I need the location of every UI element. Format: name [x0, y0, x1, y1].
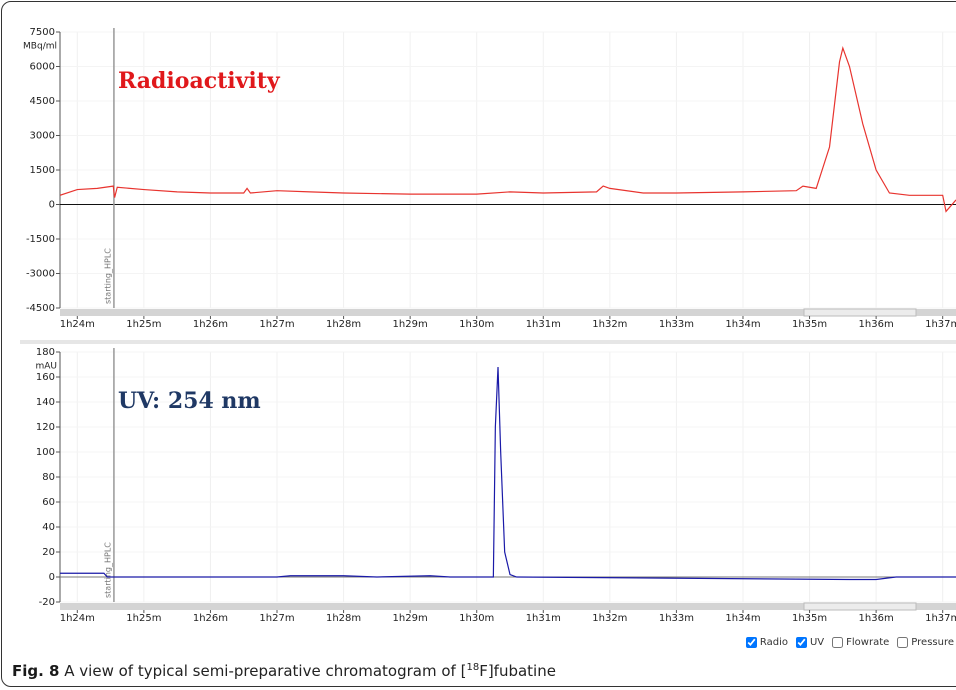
caption-text: A view of typical semi-preparative chrom…: [64, 662, 467, 680]
x-tick-label: 1h29m: [393, 613, 428, 624]
x-tick-label: 1h34m: [725, 319, 760, 330]
y-tick-label: 80: [42, 472, 55, 483]
x-tick-label: 1h32m: [592, 613, 627, 624]
y-tick-label: 160: [36, 372, 55, 383]
caption: Fig. 8 A view of typical semi-preparativ…: [12, 662, 556, 680]
legend: Radio UV Flowrate Pressure: [745, 637, 954, 648]
data-line: [60, 46, 956, 213]
x-tick-label: 1h28m: [326, 319, 361, 330]
x-tick-label: 1h25m: [126, 613, 161, 624]
legend-label: Pressure: [911, 637, 954, 648]
y-tick-label: 0: [49, 200, 55, 211]
x-tick-label: 1h30m: [459, 613, 494, 624]
legend-checkbox[interactable]: [897, 637, 909, 648]
x-tick-label: 1h36m: [859, 613, 894, 624]
x-tick-label: 1h35m: [792, 319, 827, 330]
scroll-thumb: [803, 602, 917, 611]
caption-superscript: 18: [466, 662, 480, 673]
legend-item[interactable]: UV: [795, 637, 825, 648]
legend-item[interactable]: Pressure: [897, 637, 954, 648]
y-tick-label: 180: [36, 347, 55, 358]
legend-label: Radio: [759, 637, 788, 648]
chart: -4500 -3000 -1500 0 1500 3000 4500 6000 7500 MBq/…: [20, 27, 956, 624]
x-tick-label: 1h32m: [592, 319, 627, 330]
x-tick-label: 1h35m: [792, 613, 827, 624]
series-group: [60, 366, 956, 581]
data-line: [60, 366, 956, 581]
x-tick-label: 1h24m: [60, 319, 95, 330]
y-unit: MBq/ml: [23, 42, 57, 52]
scrollbar: [60, 309, 956, 316]
y-tick-label: 140: [36, 397, 55, 408]
x-tick-label: 1h27m: [259, 319, 294, 330]
caption-label: Fig. 8: [12, 662, 60, 680]
x-tick-label: 1h31m: [526, 613, 561, 624]
y-tick-label: 4500: [30, 96, 55, 107]
legend-checkbox[interactable]: [795, 637, 807, 648]
x-tick-label: 1h33m: [659, 319, 694, 330]
y-tick-label: 100: [36, 447, 55, 458]
y-tick-label: -4500: [26, 303, 55, 314]
marker-label: starting_HPLC: [103, 248, 112, 304]
y-tick-label: 1500: [30, 165, 55, 176]
y-tick-label: 40: [42, 522, 55, 533]
x-tick-label: 1h30m: [459, 319, 494, 330]
x-tick-label: 1h27m: [259, 613, 294, 624]
x-tick-label: 1h25m: [126, 319, 161, 330]
y-tick-label: 120: [36, 422, 55, 433]
y-tick-label: 60: [42, 497, 55, 508]
legend-item[interactable]: Radio: [745, 637, 788, 648]
legend-item[interactable]: Flowrate: [832, 637, 889, 648]
x-tick-label: 1h29m: [393, 319, 428, 330]
series-group: [60, 46, 956, 213]
x-tick-label: 1h31m: [526, 319, 561, 330]
y-unit: mAU: [35, 362, 57, 372]
legend-checkbox[interactable]: [832, 637, 844, 648]
x-tick-label: 1h34m: [725, 613, 760, 624]
y-tick-label: -3000: [26, 269, 55, 280]
legend-label: Flowrate: [846, 637, 890, 648]
x-tick-label: 1h28m: [326, 613, 361, 624]
caption-text: F]fubatine: [479, 662, 556, 680]
scrollbar: [60, 603, 956, 610]
x-tick-label: 1h33m: [659, 613, 694, 624]
y-tick-label: -1500: [26, 234, 55, 245]
x-tick-label: 1h37m: [925, 613, 956, 624]
x-tick-label: 1h26m: [193, 319, 228, 330]
x-tick-label: 1h26m: [193, 613, 228, 624]
legend-label: UV: [809, 637, 825, 648]
x-tick-label: 1h24m: [60, 613, 95, 624]
x-tick-label: 1h37m: [925, 319, 956, 330]
marker-label: starting_HPLC: [103, 542, 112, 598]
y-tick-label: 6000: [30, 62, 55, 73]
y-tick-label: -20: [39, 597, 55, 608]
y-tick-label: 20: [42, 547, 55, 558]
x-tick-label: 1h36m: [859, 319, 894, 330]
y-tick-label: 0: [49, 572, 55, 583]
scroll-thumb: [803, 308, 917, 317]
panel-title: UV: 254 nm: [118, 388, 261, 414]
panel-title: Radioactivity: [118, 68, 281, 94]
y-tick-label: 3000: [30, 131, 55, 142]
legend-checkbox[interactable]: [745, 637, 757, 648]
y-tick-label: 7500: [30, 27, 55, 38]
separator: [20, 340, 956, 344]
